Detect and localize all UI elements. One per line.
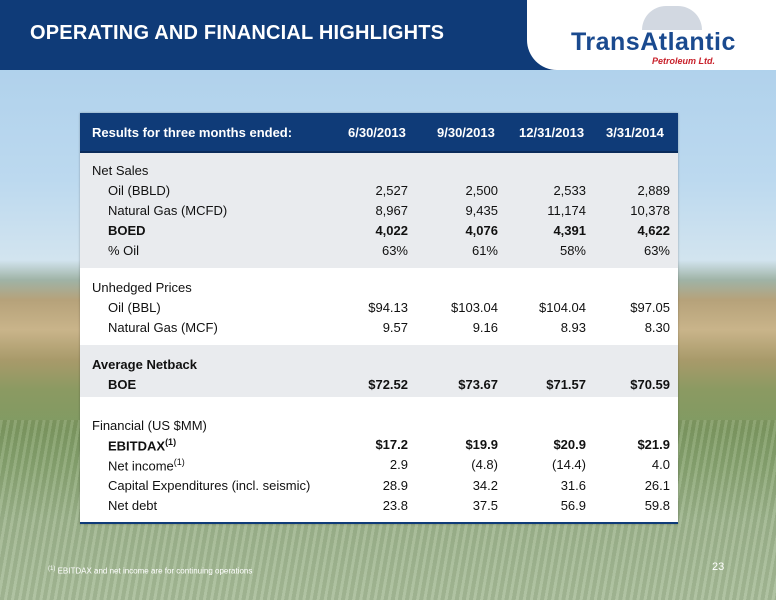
footnote-marker: (1) [173, 457, 185, 467]
table-cell: 11,174 [547, 203, 586, 218]
column-header: 9/30/2013 [437, 125, 495, 140]
table-cell: $70.59 [630, 377, 670, 392]
table-cell: 10,378 [630, 203, 670, 218]
table-cell: 4,391 [553, 223, 586, 238]
page-title: OPERATING AND FINANCIAL HIGHLIGHTS [30, 22, 445, 44]
table-cell: 2.9 [389, 457, 408, 472]
table-cell: $19.9 [465, 437, 498, 452]
globe-icon [642, 6, 702, 30]
footnote: (1) EBITDAX and net income are for conti… [48, 566, 253, 576]
row-label: % Oil [108, 243, 140, 258]
table-cell: $97.05 [630, 300, 670, 315]
section-band [80, 345, 678, 397]
section-band [80, 153, 678, 268]
table-cell: (4.8) [471, 457, 498, 472]
table-cell: 58% [559, 243, 586, 258]
table-cell: 4,076 [465, 223, 498, 238]
table-cell: 9.57 [382, 320, 408, 335]
table-cell: $20.9 [553, 437, 586, 452]
table-cell: $17.2 [375, 437, 408, 452]
section-title: Net Sales [92, 163, 149, 178]
row-label: BOE [108, 377, 137, 392]
row-label: Natural Gas (MCF) [108, 320, 218, 335]
table-cell: 4,022 [375, 223, 408, 238]
table-cell: 2,533 [553, 183, 586, 198]
row-label: Oil (BBLD) [108, 183, 171, 198]
company-logo-subtitle: Petroleum Ltd. [652, 56, 716, 66]
table-cell: 63% [643, 243, 670, 258]
table-cell: 4,622 [637, 223, 670, 238]
table-cell: 34.2 [472, 478, 498, 493]
table-cell: 8.93 [560, 320, 586, 335]
table-cell: 23.8 [382, 498, 408, 513]
row-label: BOED [108, 223, 146, 238]
table-cell: $72.52 [368, 377, 408, 392]
table-cell: $94.13 [368, 300, 408, 315]
table-cell: 37.5 [472, 498, 498, 513]
table-cell: $103.04 [451, 300, 498, 315]
row-label: Net debt [108, 498, 158, 513]
table-cell: $71.57 [546, 377, 586, 392]
footnote-marker: (1) [165, 437, 177, 447]
table-cell: 2,889 [637, 183, 670, 198]
row-label: Natural Gas (MCFD) [108, 203, 228, 218]
table-cell: 4.0 [651, 457, 670, 472]
table-cell: 9.16 [472, 320, 498, 335]
table-cell: 2,500 [465, 183, 498, 198]
column-header: 3/31/2014 [606, 125, 664, 140]
table-cell: 9,435 [465, 203, 498, 218]
table-cell: 8,967 [375, 203, 408, 218]
table-cell: 31.6 [560, 478, 586, 493]
column-header: 6/30/2013 [348, 125, 406, 140]
table-cell: (14.4) [552, 457, 586, 472]
row-label: EBITDAX(1) [108, 437, 177, 454]
table-header-label: Results for three months ended: [92, 125, 293, 140]
column-header: 12/31/2013 [519, 125, 585, 140]
row-label: Oil (BBL) [108, 300, 161, 315]
table-cell: 61% [471, 243, 498, 258]
table-cell: 28.9 [382, 478, 408, 493]
table-cell: $21.9 [637, 437, 670, 452]
table-cell: 59.8 [644, 498, 670, 513]
table-cell: 63% [381, 243, 408, 258]
row-label: Net income(1) [108, 457, 185, 474]
company-logo: TransAtlantic [571, 28, 736, 56]
table-cell: $104.04 [539, 300, 586, 315]
table-bottom-rule [80, 522, 678, 524]
section-title: Average Netback [92, 357, 198, 372]
table-cell: 26.1 [644, 478, 670, 493]
row-label: Capital Expenditures (incl. seismic) [108, 478, 311, 493]
table-cell: $73.67 [458, 377, 498, 392]
table-cell: 56.9 [560, 498, 586, 513]
table-cell: 8.30 [644, 320, 670, 335]
section-title: Financial (US $MM) [92, 418, 207, 433]
table-header [80, 113, 678, 153]
page-number: 23 [712, 561, 725, 573]
table-cell: 2,527 [375, 183, 408, 198]
section-title: Unhedged Prices [92, 280, 192, 295]
footnote-marker: (1) [48, 566, 56, 572]
